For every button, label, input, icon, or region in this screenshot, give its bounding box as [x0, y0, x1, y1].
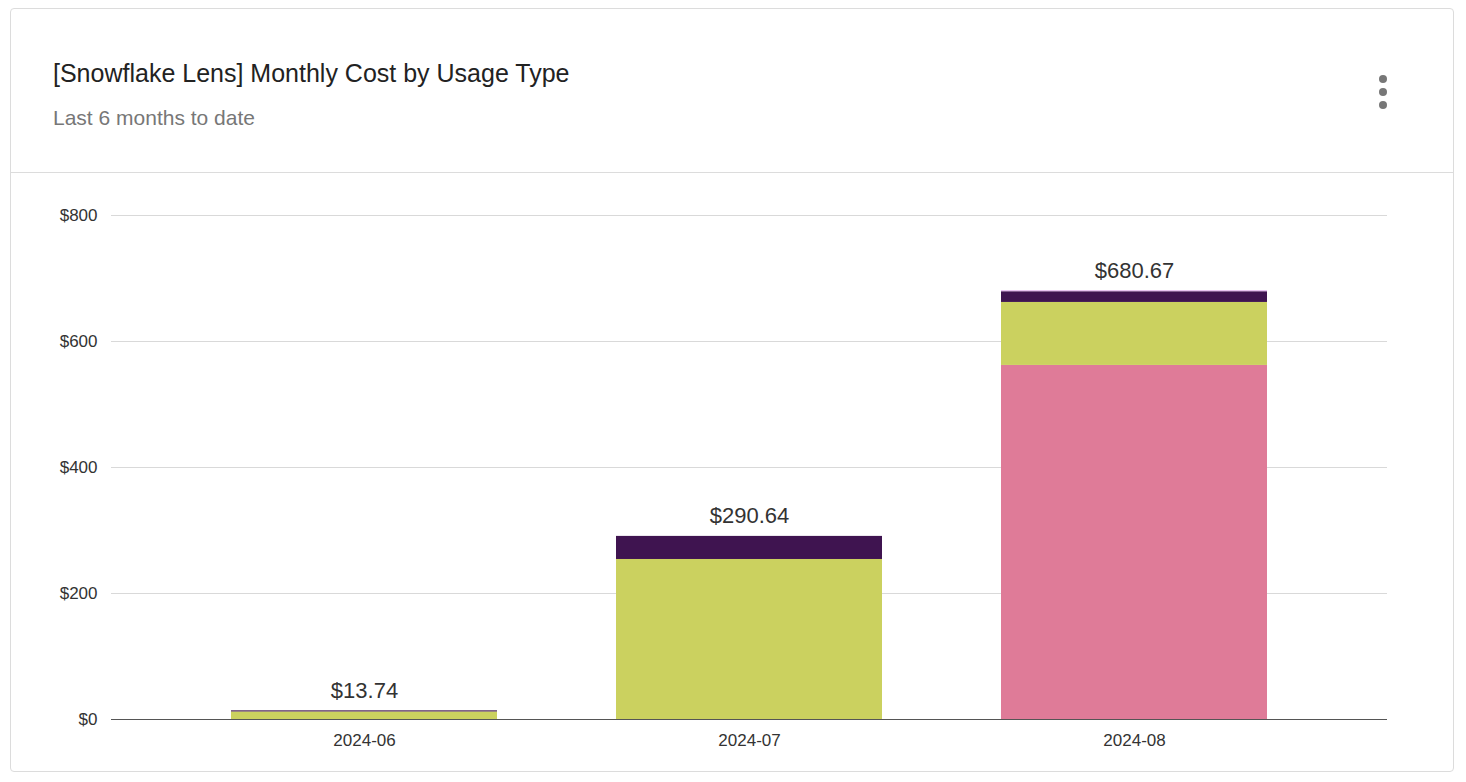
svg-text:$290.64: $290.64: [710, 503, 790, 528]
html-text:[Snowflake Lens] Monthly Cost: [Snowflake Lens] Monthly Cost by Usage T…: [53, 59, 570, 87]
svg-text:2024-08: 2024-08: [1103, 731, 1165, 750]
html-text:Last 6 months to date: Last 6 months to date: [53, 106, 255, 129]
svg-text:2024-07: 2024-07: [718, 731, 780, 750]
svg-text:$600: $600: [60, 332, 98, 351]
svg-text:$400: $400: [60, 458, 98, 477]
svg-text:$680.67: $680.67: [1095, 258, 1175, 283]
svg-text:$800: $800: [60, 206, 98, 225]
svg-text:$0: $0: [79, 710, 98, 729]
svg-text:$13.74: $13.74: [331, 678, 398, 703]
svg-text:2024-06: 2024-06: [333, 731, 395, 750]
svg-text:$200: $200: [60, 584, 98, 603]
